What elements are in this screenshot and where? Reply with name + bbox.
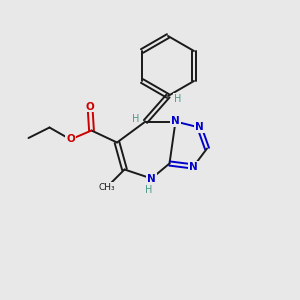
Text: O: O: [85, 101, 94, 112]
Text: O: O: [66, 134, 75, 145]
Text: N: N: [171, 116, 180, 127]
Text: N: N: [195, 122, 204, 133]
Text: H: H: [145, 185, 152, 195]
Text: N: N: [147, 173, 156, 184]
Text: CH₃: CH₃: [98, 183, 115, 192]
Text: H: H: [174, 94, 181, 104]
Text: H: H: [132, 113, 140, 124]
Text: N: N: [189, 161, 198, 172]
